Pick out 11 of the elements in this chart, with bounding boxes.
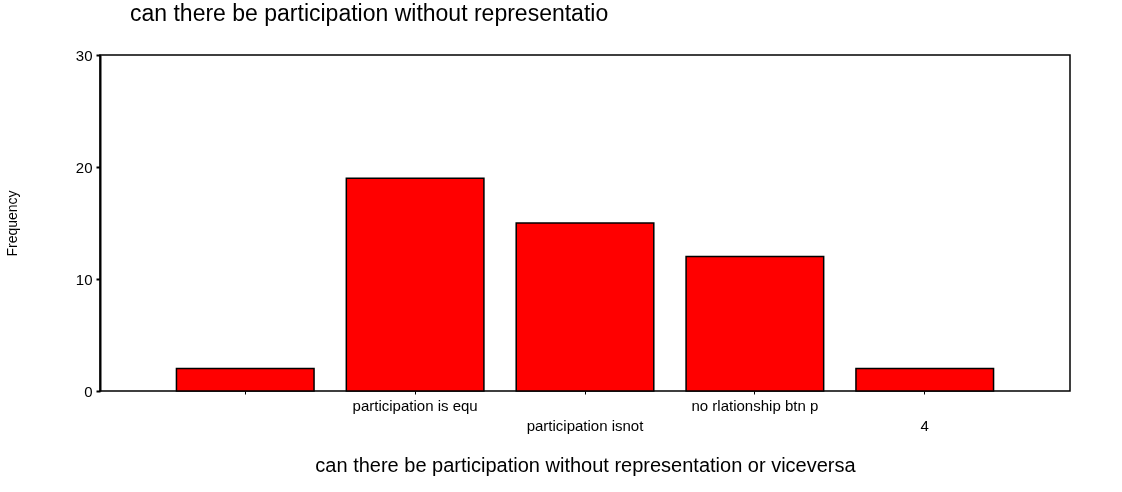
x-tick-label: participation is equ	[352, 396, 478, 414]
y-tick-label: 30	[75, 46, 93, 64]
x-tick-label: 4	[920, 416, 929, 434]
x-tick-label: participation isnot	[526, 416, 645, 434]
y-tick-label: 10	[75, 270, 93, 288]
y-tick-label: 20	[75, 158, 93, 176]
chart-title: can there be participation without representatio	[130, 0, 609, 26]
x-axis-title: can there be participation without representation or viceversa	[315, 453, 857, 476]
y-axis-title: Frequency	[3, 190, 20, 257]
y-tick-label: 0	[84, 382, 93, 400]
x-tick-label: no rlationship btn p	[691, 396, 819, 414]
